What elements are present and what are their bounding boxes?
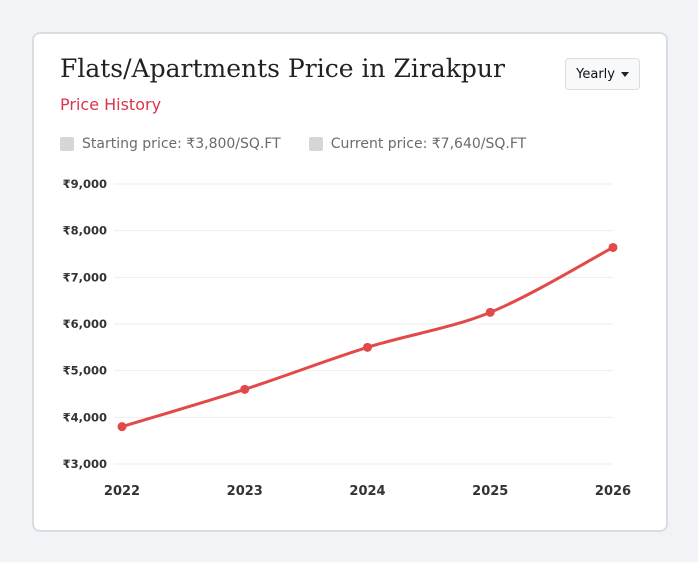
y-tick-label: ₹4,000: [63, 410, 107, 424]
section-subtitle: Price History: [60, 95, 162, 114]
chart-legend: Starting price: ₹3,800/SQ.FT Current pri…: [60, 136, 526, 152]
legend-swatch: [308, 137, 323, 151]
period-dropdown[interactable]: Yearly: [565, 58, 640, 90]
price-history-card: Flats/Apartments Price in Zirakpur Price…: [32, 32, 668, 532]
y-tick-label: ₹8,000: [63, 224, 107, 238]
caret-down-icon: [621, 71, 629, 77]
period-dropdown-label: Yearly: [576, 66, 615, 82]
legend-item-starting-price[interactable]: Starting price: ₹3,800/SQ.FT: [60, 136, 281, 152]
price-series-line: [120, 245, 615, 429]
y-tick-label: ₹3,000: [63, 457, 107, 471]
x-tick-label: 2023: [227, 484, 263, 499]
price-data-point: [117, 422, 127, 432]
x-tick-label: 2022: [104, 484, 140, 499]
y-tick-label: ₹7,000: [63, 270, 107, 284]
price-data-point: [485, 307, 495, 317]
legend-item-current-price[interactable]: Current price: ₹7,640/SQ.FT: [308, 136, 527, 152]
x-tick-label: 2024: [349, 484, 385, 499]
page-title: Flats/Apartments Price in Zirakpur: [60, 54, 505, 83]
y-tick-label: ₹9,000: [63, 177, 107, 191]
x-tick-label: 2025: [472, 484, 508, 499]
y-tick-label: ₹6,000: [63, 317, 107, 331]
legend-label-starting: Starting price: ₹3,800/SQ.FT: [82, 136, 281, 152]
x-tick-label: 2026: [595, 484, 631, 499]
price-data-point: [240, 384, 250, 394]
price-data-point: [363, 342, 372, 352]
legend-swatch: [60, 137, 74, 151]
y-tick-label: ₹5,000: [63, 364, 107, 378]
legend-label-current: Current price: ₹7,640/SQ.FT: [330, 136, 527, 152]
price-data-point: [608, 242, 618, 252]
